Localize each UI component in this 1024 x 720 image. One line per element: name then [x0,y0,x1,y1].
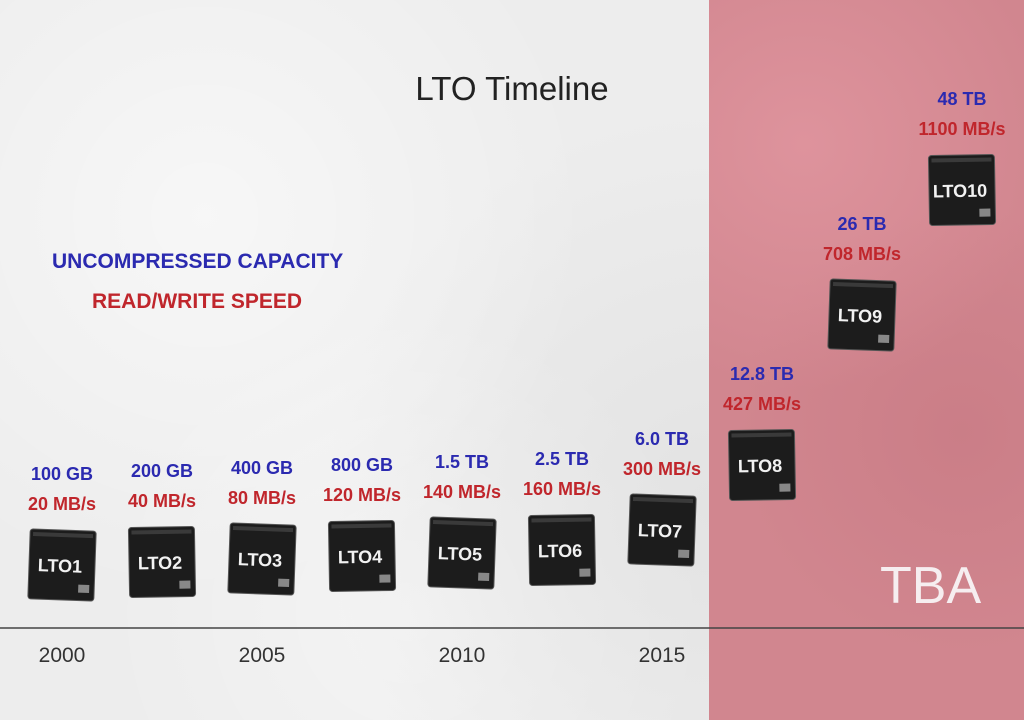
capacity-label: 6.0 TB [635,429,689,449]
x-tick-label: 2005 [239,644,286,667]
cartridge-badge [979,208,991,217]
generation-lto2: LTO2 200 GB 40 MB/s [127,461,197,599]
cartridge-edge [931,157,992,163]
capacity-label: 200 GB [131,461,193,481]
cartridge-edge [331,523,392,529]
cartridge-edge [832,281,894,289]
speed-label: 40 MB/s [128,491,196,511]
cartridge-icon: LTO5 [427,516,497,590]
cartridge-edge [32,531,94,539]
cartridge-body [827,278,897,352]
cartridge-icon: LTO4 [327,519,397,593]
generation-lto8: LTO8 12.8 TB 427 MB/s [723,364,801,502]
generation-lto9: LTO9 26 TB 708 MB/s [823,214,901,352]
cartridge-label: LTO5 [437,543,482,565]
cartridge-badge [78,584,90,593]
cartridge-edge [531,517,592,523]
cartridge-body [227,522,297,596]
cartridge-body [927,153,997,227]
cartridge-label: LTO3 [237,549,282,571]
x-tick-label: 2000 [39,644,86,667]
cartridge-badge [678,549,690,558]
speed-label: 708 MB/s [823,244,901,264]
cartridge-badge [278,578,290,587]
speed-label: 427 MB/s [723,394,801,414]
cartridge-body [327,519,397,593]
generation-lto5: LTO5 1.5 TB 140 MB/s [423,452,501,590]
capacity-label: 2.5 TB [535,449,589,469]
cartridge-icon: LTO3 [227,522,297,596]
generation-lto4: LTO4 800 GB 120 MB/s [323,455,401,593]
generation-lto6: LTO6 2.5 TB 160 MB/s [523,449,601,587]
capacity-label: 1.5 TB [435,452,489,472]
tba-region [709,0,1024,720]
speed-label: 80 MB/s [228,488,296,508]
speed-label: 140 MB/s [423,482,501,502]
cartridge-label: LTO4 [338,547,383,568]
cartridge-icon: LTO10 [927,153,997,227]
capacity-label: 100 GB [31,464,93,484]
chart-title: LTO Timeline [415,70,609,107]
cartridge-body [627,493,697,567]
generation-lto3: LTO3 400 GB 80 MB/s [227,458,297,596]
cartridge-label: LTO8 [738,456,783,477]
cartridge-body [127,525,197,599]
cartridge-badge [179,580,191,589]
cartridge-badge [878,334,890,343]
cartridge-icon: LTO1 [27,528,97,602]
cartridge-badge [478,572,490,581]
capacity-label: 26 TB [837,214,886,234]
cartridge-body [427,516,497,590]
speed-label: 20 MB/s [28,494,96,514]
cartridge-body [527,513,597,587]
cartridge-label: LTO2 [138,553,183,574]
speed-label: 160 MB/s [523,479,601,499]
x-tick-label: 2010 [439,644,486,667]
cartridge-badge [579,568,591,577]
cartridge-edge [131,529,192,535]
cartridge-label: LTO10 [933,181,988,202]
speed-label: 120 MB/s [323,485,401,505]
legend-capacity-label: UNCOMPRESSED CAPACITY [52,250,344,273]
speed-label: 1100 MB/s [918,119,1005,139]
capacity-label: 400 GB [231,458,293,478]
cartridge-icon: LTO6 [527,513,597,587]
legend-speed-label: READ/WRITE SPEED [92,290,303,313]
cartridge-edge [632,496,694,504]
generation-lto1: LTO1 100 GB 20 MB/s [27,464,97,602]
capacity-label: 12.8 TB [730,364,794,384]
cartridge-label: LTO1 [37,555,82,577]
cartridge-badge [779,483,791,492]
generation-lto7: LTO7 6.0 TB 300 MB/s [623,429,701,567]
cartridge-icon: LTO8 [727,428,797,502]
speed-label: 300 MB/s [623,459,701,479]
cartridge-edge [232,525,294,533]
capacity-label: 48 TB [937,89,986,109]
cartridge-body [727,428,797,502]
cartridge-label: LTO6 [538,541,583,562]
cartridge-badge [379,574,391,583]
cartridge-label: LTO9 [837,305,882,327]
cartridge-icon: LTO2 [127,525,197,599]
cartridge-body [27,528,97,602]
cartridge-label: LTO7 [637,520,682,542]
capacity-label: 800 GB [331,455,393,475]
cartridge-icon: LTO7 [627,493,697,567]
cartridge-edge [432,519,494,527]
cartridge-icon: LTO9 [827,278,897,352]
generation-lto10: LTO10 48 TB 1100 MB/s [918,89,1006,227]
cartridge-edge [731,432,792,438]
x-tick-label: 2015 [639,644,686,667]
tba-label: TBA [880,557,982,615]
